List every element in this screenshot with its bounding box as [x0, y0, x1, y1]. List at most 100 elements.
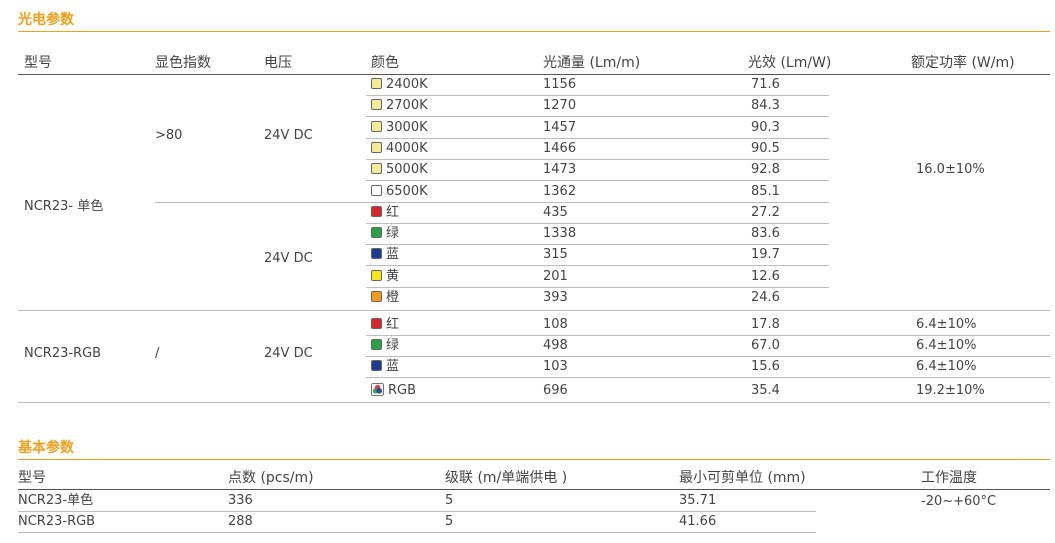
flux-cell: 1156: [543, 77, 577, 92]
row-rule: [366, 116, 829, 117]
color-label: 蓝: [386, 359, 400, 374]
section-divider: [18, 459, 1050, 460]
color-swatch: [371, 270, 382, 281]
flux-cell: 1466: [543, 141, 577, 156]
efficacy-cell: 71.6: [751, 77, 780, 92]
row-rule: [366, 223, 829, 224]
flux-cell: 435: [543, 205, 568, 220]
color-cell: 红: [371, 205, 399, 221]
color-swatch: [371, 318, 382, 329]
efficacy-cell: 92.8: [751, 162, 780, 177]
color-swatch: [371, 78, 382, 89]
header-cri: 显色指数: [155, 55, 211, 71]
efficacy-cell: 67.0: [751, 338, 780, 353]
header-points: 点数 (pcs/m): [228, 470, 314, 486]
color-cell: 绿: [371, 338, 399, 354]
basic-model: NCR23-RGB: [18, 514, 96, 529]
color-cell: 红: [371, 317, 399, 333]
basic-temp: -20~+60°C: [921, 494, 997, 509]
power-cell: 19.2±10%: [916, 383, 985, 398]
header-rule: [18, 489, 1050, 490]
voltage-color: 24V DC: [264, 251, 313, 266]
power-mono: 16.0±10%: [916, 162, 985, 177]
row-rule: [366, 287, 829, 288]
color-label: 4000K: [386, 141, 428, 156]
flux-cell: 103: [543, 359, 568, 374]
color-cell: 2700K: [371, 98, 428, 114]
basic-model: NCR23-单色: [18, 493, 94, 508]
color-cell: 橙: [371, 290, 399, 306]
header-temp: 工作温度: [921, 470, 977, 486]
group-divider: [155, 202, 829, 203]
flux-cell: 1473: [543, 162, 577, 177]
color-cell: RGB: [371, 383, 416, 399]
color-label: RGB: [388, 383, 417, 398]
cri-rgb: /: [155, 346, 160, 361]
row-rule: [366, 377, 1050, 378]
color-cell: 3000K: [371, 120, 428, 136]
efficacy-cell: 17.8: [751, 317, 780, 332]
flux-cell: 498: [543, 338, 568, 353]
header-color: 颜色: [371, 55, 399, 71]
header-model: 型号: [24, 55, 52, 71]
efficacy-cell: 90.3: [751, 120, 780, 135]
rgb-color-icon: [371, 383, 384, 396]
color-swatch: [371, 99, 382, 110]
flux-cell: 108: [543, 317, 568, 332]
header-flux: 光通量 (Lm/m): [543, 55, 641, 71]
color-swatch: [371, 163, 382, 174]
color-swatch: [371, 206, 382, 217]
efficacy-cell: 19.7: [751, 247, 780, 262]
header-voltage: 电压: [264, 55, 292, 71]
color-swatch: [371, 185, 382, 196]
basic-points: 288: [228, 514, 253, 529]
color-label: 红: [386, 317, 400, 332]
row-rule: [366, 95, 829, 96]
efficacy-cell: 85.1: [751, 184, 780, 199]
model-rgb: NCR23-RGB: [24, 346, 102, 361]
color-cell: 蓝: [371, 359, 399, 375]
efficacy-cell: 83.6: [751, 226, 780, 241]
row-rule: [18, 532, 816, 533]
row-rule: [366, 180, 829, 181]
row-rule: [366, 138, 829, 139]
row-rule: [366, 265, 829, 266]
flux-cell: 315: [543, 247, 568, 262]
color-swatch: [371, 121, 382, 132]
efficacy-cell: 15.6: [751, 359, 780, 374]
efficacy-cell: 84.3: [751, 98, 780, 113]
section-title-photoelectric: 光电参数: [18, 12, 74, 28]
efficacy-cell: 12.6: [751, 269, 780, 284]
header-efficacy: 光效 (Lm/W): [748, 55, 832, 71]
power-cell: 6.4±10%: [916, 359, 977, 374]
flux-cell: 1270: [543, 98, 577, 113]
color-label: 红: [386, 205, 400, 220]
color-cell: 5000K: [371, 162, 428, 178]
flux-cell: 696: [543, 383, 568, 398]
flux-cell: 393: [543, 290, 568, 305]
basic-cut: 35.71: [679, 493, 717, 508]
voltage-white: 24V DC: [264, 128, 313, 143]
color-label: 绿: [386, 338, 400, 353]
color-swatch: [371, 248, 382, 259]
color-swatch: [371, 360, 382, 371]
color-cell: 黄: [371, 269, 399, 285]
color-cell: 蓝: [371, 247, 399, 263]
section-divider: [18, 31, 1050, 32]
flux-cell: 1338: [543, 226, 577, 241]
row-rule: [366, 356, 1050, 357]
color-label: 3000K: [386, 120, 428, 135]
basic-cascade: 5: [445, 493, 454, 508]
color-label: 黄: [386, 269, 400, 284]
section-title-basic: 基本参数: [18, 440, 74, 456]
efficacy-cell: 90.5: [751, 141, 780, 156]
row-rule: [366, 244, 829, 245]
color-label: 蓝: [386, 247, 400, 262]
row-rule: [366, 335, 1050, 336]
color-swatch: [371, 291, 382, 302]
power-cell: 6.4±10%: [916, 317, 977, 332]
efficacy-cell: 35.4: [751, 383, 780, 398]
header-model: 型号: [18, 470, 46, 486]
voltage-rgb: 24V DC: [264, 346, 313, 361]
header-power: 额定功率 (W/m): [911, 55, 1015, 71]
